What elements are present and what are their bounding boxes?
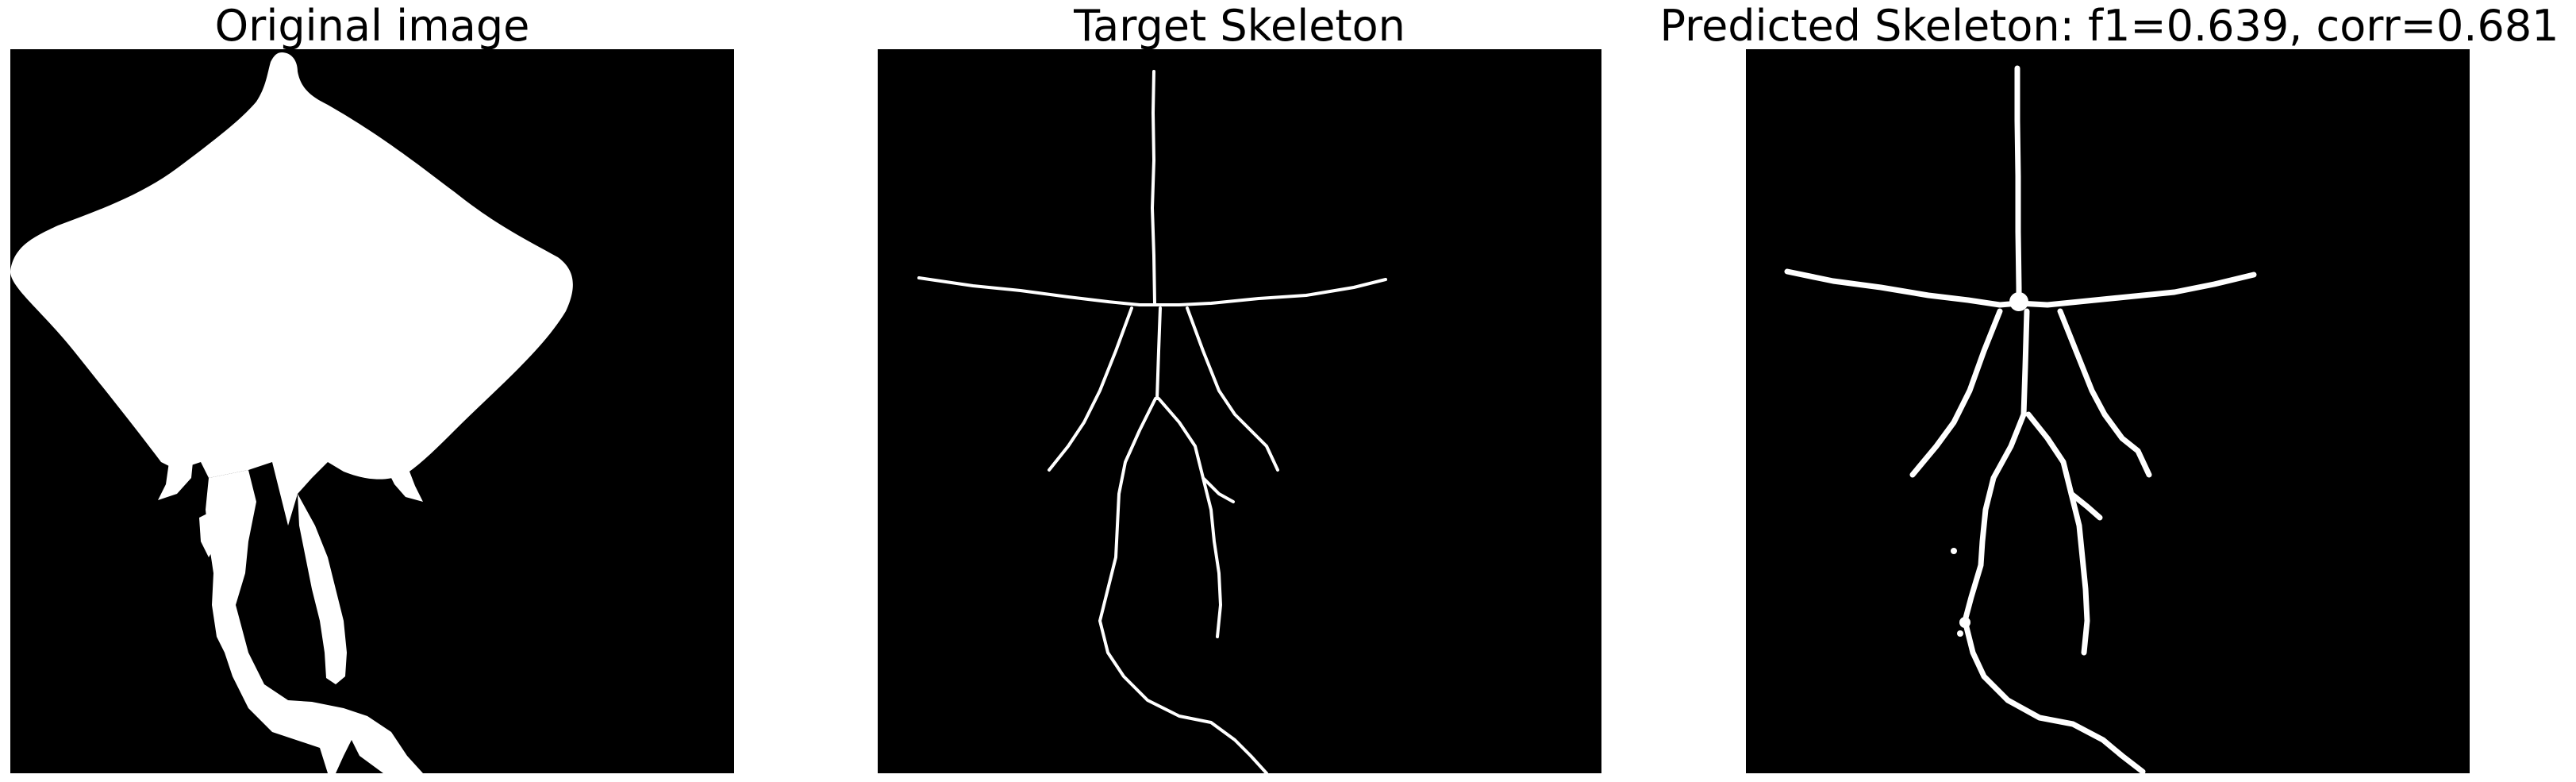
panel-title-predicted-skeleton: Predicted Skeleton: f1=0.639, corr=0.681 — [1659, 1, 2559, 51]
panel-title-target-skeleton: Target Skeleton — [1074, 1, 1405, 51]
stingray-silhouette — [10, 52, 573, 773]
stingray-silhouette-image — [10, 49, 734, 773]
predicted-skeleton-lines — [1784, 65, 2257, 773]
original-image-panel — [10, 49, 734, 773]
predicted-skeleton-image — [1746, 49, 2470, 773]
target-skeleton-image — [878, 49, 1601, 773]
panel-title-original-image: Original image — [214, 1, 530, 51]
predicted-skeleton-blobs — [1951, 292, 2028, 637]
predicted-skeleton-panel — [1746, 49, 2470, 773]
target-skeleton-panel — [878, 49, 1601, 773]
target-skeleton-lines — [917, 70, 1387, 773]
